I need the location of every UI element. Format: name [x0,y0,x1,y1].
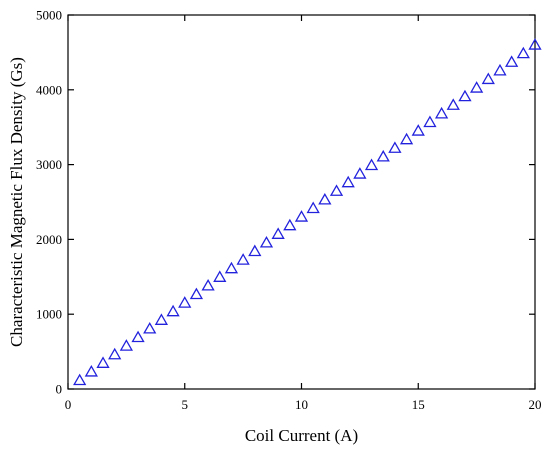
data-point [306,201,320,214]
y-tick-label: 0 [56,382,63,397]
y-tick-label: 5000 [36,8,62,23]
data-point [213,270,227,282]
x-tick-label: 20 [529,397,542,412]
data-point [166,304,180,317]
data-point [84,364,98,377]
data-point [399,132,414,145]
axis-ticks [67,14,536,390]
data-point [388,141,402,153]
data-point [423,115,437,128]
x-tick-label: 5 [182,397,189,412]
tick-labels: 0 5 10 15 20 0 1000 2000 3000 4000 5000 [36,8,542,413]
y-axis-label: Characteristic Magnetic Flux Density (Gs… [7,57,26,347]
data-point [189,287,204,300]
x-tick-label: 10 [295,397,308,412]
data-point [458,89,472,102]
y-tick-label: 2000 [36,232,62,247]
x-tick-label: 15 [412,397,425,412]
data-point [283,218,297,231]
data-point [224,261,239,274]
data-point [131,330,145,343]
data-point [470,81,484,93]
data-point [434,106,449,119]
data-point [364,158,379,171]
data-point [248,244,262,257]
data-point [446,98,460,110]
data-point [341,175,355,188]
y-tick-label: 3000 [36,157,62,172]
data-point [119,339,133,351]
data-point [481,72,495,85]
data-point [236,253,250,265]
y-tick-label: 1000 [36,307,62,322]
data-markers [73,38,542,386]
data-point [329,184,344,196]
data-point [294,210,309,222]
data-point [73,373,87,386]
x-tick-label: 0 [65,397,72,412]
data-point [376,149,390,162]
data-point [528,38,542,50]
y-tick-label: 4000 [36,82,62,97]
data-point [505,55,519,67]
data-point [154,313,169,325]
data-point [259,235,274,248]
data-point [318,192,332,205]
data-point [271,227,285,239]
data-point [493,63,507,76]
x-axis-label: Coil Current (A) [245,426,358,445]
data-point [353,167,367,179]
data-point [108,347,122,360]
data-point [96,356,110,368]
data-point [178,296,192,308]
data-point [516,46,530,59]
data-point [143,321,157,334]
data-point [411,124,425,136]
data-point [201,278,215,291]
